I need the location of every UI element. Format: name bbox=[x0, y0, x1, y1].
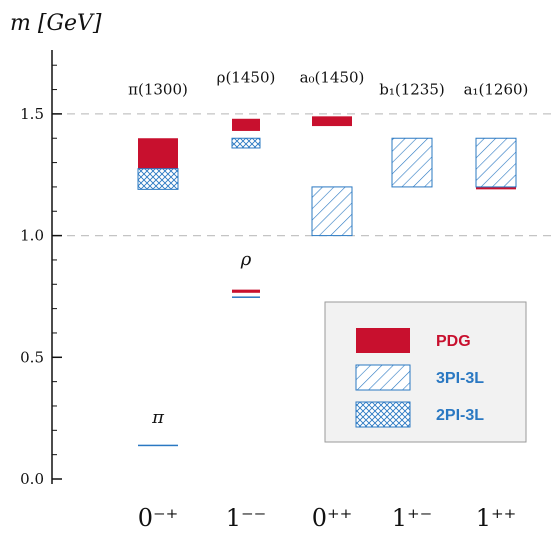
x-axis-ticks: 0⁻⁺ 1⁻⁻ 0⁺⁺ 1⁺⁻ 1⁺⁺ bbox=[138, 504, 517, 532]
legend-swatch-3pi-3l bbox=[355, 364, 411, 391]
annotation-0: π(1300) bbox=[128, 80, 188, 98]
bar-pdg-1-0 bbox=[232, 118, 260, 131]
bar-2pi-3l-0-0 bbox=[137, 168, 179, 190]
bar-3pi-3l-4-0 bbox=[475, 137, 517, 188]
y-tick-label-3: 1.5 bbox=[20, 105, 44, 123]
legend-swatch-2pi-3l bbox=[355, 401, 411, 428]
bar-3pi-3l-3-0 bbox=[391, 137, 433, 188]
annotation-4: a₁(1260) bbox=[464, 80, 529, 98]
y-axis-label: m [GeV] bbox=[10, 11, 102, 36]
legend-frame bbox=[324, 301, 527, 443]
annotation-5: ρ bbox=[240, 249, 252, 270]
y-tick-label-0: 0.0 bbox=[20, 470, 44, 488]
mass-bars bbox=[137, 116, 517, 447]
annotation-1: ρ(1450) bbox=[217, 68, 276, 86]
x-tick-label-0: 0⁻⁺ bbox=[138, 504, 179, 532]
bar-pdg-1-1 bbox=[232, 289, 260, 293]
x-tick-label-1: 1⁻⁻ bbox=[226, 504, 267, 532]
bar-2pi-3l-0-1 bbox=[138, 444, 178, 447]
bar-2pi-3l-1-0 bbox=[231, 137, 261, 149]
y-axis-ticks: 0.0 0.5 1.0 1.5 bbox=[20, 64, 62, 488]
bar-3pi-3l-2-0 bbox=[311, 186, 353, 237]
state-annotations: π(1300) ρ(1450) a₀(1450) b₁(1235) a₁(1260) ρ π bbox=[128, 68, 528, 428]
bar-3pi-3l-1-0 bbox=[232, 296, 260, 298]
annotation-6: π bbox=[151, 407, 165, 428]
bar-pdg-2-0 bbox=[312, 116, 352, 127]
annotation-2: a₀(1450) bbox=[300, 68, 365, 86]
legend: PDG 3PI-3L 2PI-3L bbox=[324, 301, 527, 443]
y-tick-label-2: 1.0 bbox=[20, 227, 44, 245]
legend-label-pdg: PDG bbox=[436, 333, 471, 350]
legend-swatch-pdg bbox=[356, 328, 410, 353]
x-tick-label-2: 0⁺⁺ bbox=[312, 504, 353, 532]
y-tick-label-1: 0.5 bbox=[20, 348, 44, 366]
x-tick-label-4: 1⁺⁺ bbox=[476, 504, 517, 532]
legend-label-3pi-3l: 3PI-3L bbox=[436, 370, 484, 387]
annotation-3: b₁(1235) bbox=[379, 80, 445, 98]
legend-label-2pi-3l: 2PI-3L bbox=[436, 407, 484, 424]
x-tick-label-3: 1⁺⁻ bbox=[392, 504, 433, 532]
